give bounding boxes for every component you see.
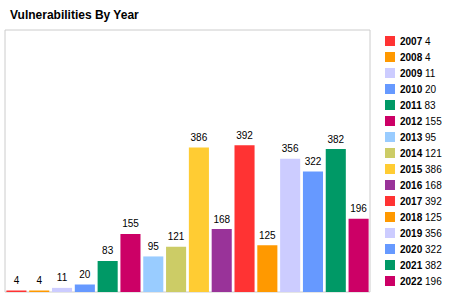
svg-text:2007: 2007 — [400, 36, 423, 47]
svg-text:Vulnerabilities By Year: Vulnerabilities By Year — [10, 8, 139, 22]
svg-text:2011: 2011 — [400, 100, 422, 111]
svg-text:95: 95 — [422, 132, 436, 143]
svg-text:4: 4 — [422, 52, 431, 63]
svg-text:2016: 2016 — [400, 180, 423, 191]
svg-text:11: 11 — [422, 68, 436, 79]
svg-text:2020: 2020 — [400, 244, 423, 255]
svg-text:322: 322 — [422, 244, 442, 255]
svg-text:4: 4 — [422, 36, 431, 47]
svg-text:155: 155 — [422, 116, 442, 127]
svg-text:196: 196 — [422, 276, 442, 287]
svg-text:155: 155 — [122, 218, 139, 229]
svg-text:121: 121 — [422, 148, 442, 159]
svg-text:196: 196 — [350, 203, 367, 214]
svg-text:20: 20 — [79, 269, 91, 280]
svg-text:356: 356 — [282, 143, 299, 154]
svg-text:2009: 2009 — [400, 68, 423, 79]
svg-text:386: 386 — [191, 132, 208, 143]
svg-text:20: 20 — [422, 84, 436, 95]
svg-text:125: 125 — [259, 230, 276, 241]
svg-text:2008: 2008 — [400, 52, 423, 63]
svg-text:168: 168 — [213, 214, 230, 225]
svg-text:4: 4 — [14, 275, 20, 286]
svg-text:125: 125 — [422, 212, 442, 223]
svg-text:95: 95 — [148, 241, 160, 252]
svg-text:11: 11 — [57, 272, 68, 283]
svg-text:2019: 2019 — [400, 228, 423, 239]
svg-text:382: 382 — [422, 260, 442, 271]
svg-text:392: 392 — [236, 130, 253, 141]
svg-text:2015: 2015 — [400, 164, 423, 175]
svg-text:392: 392 — [422, 196, 442, 207]
svg-text:2018: 2018 — [400, 212, 423, 223]
svg-text:168: 168 — [422, 180, 442, 191]
svg-text:382: 382 — [327, 134, 344, 145]
svg-text:83: 83 — [422, 100, 436, 111]
svg-text:2021: 2021 — [400, 260, 423, 271]
svg-text:121: 121 — [168, 231, 185, 242]
svg-text:2017: 2017 — [400, 196, 423, 207]
svg-text:2012: 2012 — [400, 116, 423, 127]
svg-text:4: 4 — [36, 275, 42, 286]
svg-text:2010: 2010 — [400, 84, 423, 95]
svg-text:386: 386 — [422, 164, 442, 175]
svg-text:83: 83 — [102, 245, 114, 256]
svg-text:2014: 2014 — [400, 148, 423, 159]
svg-text:322: 322 — [305, 156, 322, 167]
svg-text:2013: 2013 — [400, 132, 423, 143]
svg-text:356: 356 — [422, 228, 442, 239]
svg-text:2022: 2022 — [400, 276, 423, 287]
